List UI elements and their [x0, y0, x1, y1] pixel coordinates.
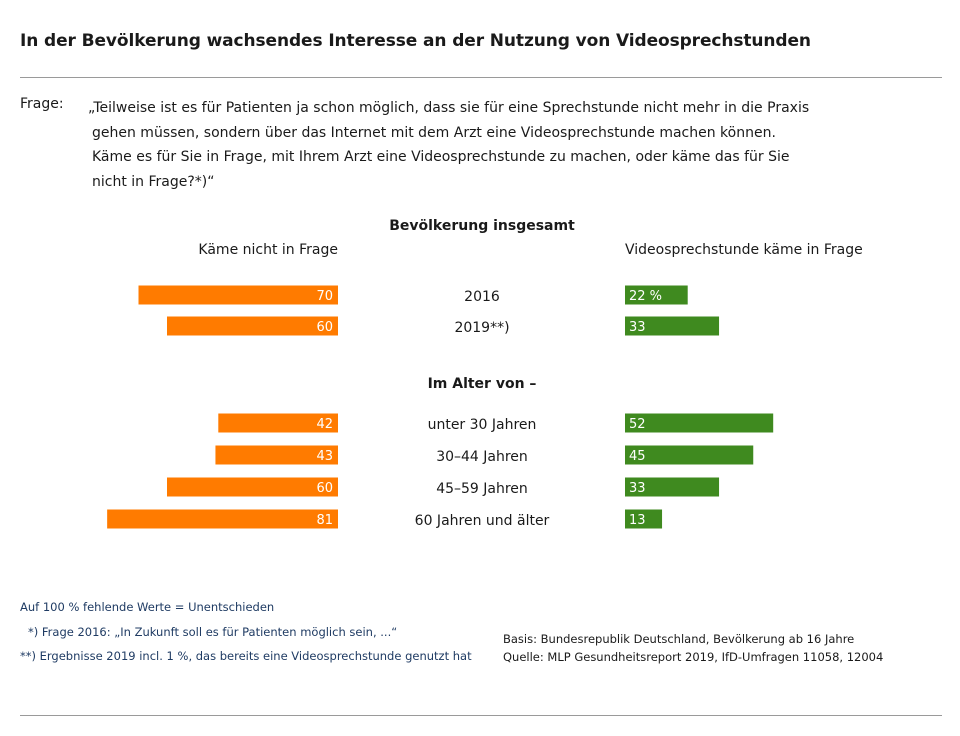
question-label: Frage: [20, 96, 64, 112]
chart-title: In der Bevölkerung wachsendes Interesse … [20, 31, 811, 51]
bar-not-in-question [107, 509, 339, 529]
bar-not-in-question [215, 445, 338, 465]
category-label: 60 Jahren und älter [415, 513, 550, 529]
question-line: Käme es für Sie in Frage, mit Ihrem Arzt… [92, 149, 790, 165]
question-line: „Teilweise ist es für Patienten ja schon… [88, 100, 810, 116]
bar-in-question [625, 509, 663, 529]
footnote-results-2019: **) Ergebnisse 2019 incl. 1 %, das berei… [20, 649, 472, 663]
category-label: 30–44 Jahren [436, 449, 528, 465]
source-quelle: Quelle: MLP Gesundheitsreport 2019, IfD-… [503, 650, 884, 664]
category-label: 2019**) [454, 320, 509, 336]
bar-in-question [625, 477, 720, 497]
bar-label-not-in-question: 60 [316, 481, 333, 496]
left-series-label: Käme nicht in Frage [198, 242, 338, 258]
category-label: 2016 [464, 289, 500, 305]
bar-label-in-question: 52 [629, 417, 646, 432]
bar-label-not-in-question: 60 [316, 320, 333, 335]
right-series-label: Videosprechstunde käme in Frage [625, 242, 863, 258]
source-basis: Basis: Bundesrepublik Deutschland, Bevöl… [503, 632, 855, 646]
bar-not-in-question [167, 477, 338, 497]
bar-label-not-in-question: 70 [316, 289, 333, 304]
bar-in-question [625, 413, 774, 433]
bar-label-in-question: 22 % [629, 289, 662, 304]
bar-label-not-in-question: 42 [316, 417, 333, 432]
question-text: „Teilweise ist es für Patienten ja schon… [88, 96, 848, 194]
footnote-undecided: Auf 100 % fehlende Werte = Unentschieden [20, 600, 275, 614]
footnote-question-2016: *) Frage 2016: „In Zukunft soll es für P… [28, 625, 398, 639]
question-line: gehen müssen, sondern über das Internet … [92, 124, 776, 141]
category-label: 45–59 Jahren [436, 481, 528, 497]
category-label: unter 30 Jahren [428, 417, 537, 433]
bar-not-in-question [218, 413, 338, 433]
bar-in-question [625, 285, 688, 305]
bar-not-in-question [138, 285, 338, 305]
bar-in-question [625, 445, 754, 465]
bar-label-in-question: 13 [629, 513, 646, 528]
question-line: nicht in Frage?*)“ [92, 173, 215, 190]
bar-label-not-in-question: 43 [316, 449, 333, 464]
bar-label-in-question: 33 [629, 320, 646, 335]
chart-group-title: Bevölkerung insgesamt [389, 218, 575, 234]
bar-in-question [625, 316, 720, 336]
bar-label-in-question: 33 [629, 481, 646, 496]
age-group-title: Im Alter von – [428, 376, 537, 392]
top-divider [20, 77, 942, 78]
bar-not-in-question [167, 316, 338, 336]
bar-label-in-question: 45 [629, 449, 646, 464]
bottom-divider [20, 715, 942, 716]
bar-label-not-in-question: 81 [316, 513, 333, 528]
